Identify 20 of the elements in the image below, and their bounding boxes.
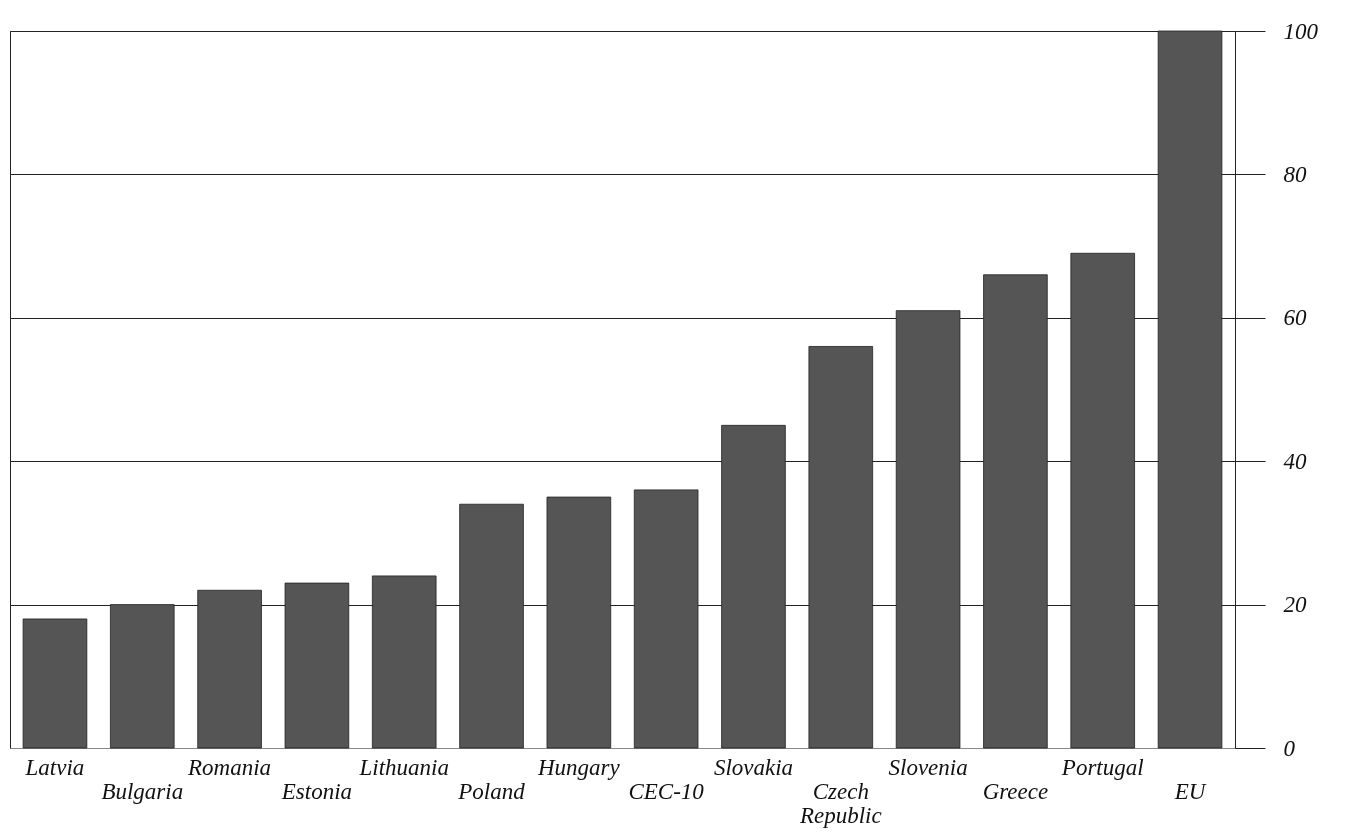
x-tick-label: Hungary xyxy=(536,754,621,780)
y-tick-label: 80 xyxy=(1283,161,1307,187)
y-tick-label: 40 xyxy=(1283,448,1307,474)
x-tick-label: Lithuania xyxy=(358,754,449,780)
x-tick-label: CEC-10 xyxy=(628,778,705,804)
y-tick-label: 100 xyxy=(1283,18,1319,44)
x-tick-label: Latvia xyxy=(24,754,85,780)
x-tick-label: Bulgaria xyxy=(101,778,184,804)
x-tick-label: EU xyxy=(1173,778,1207,804)
x-tick-label: Slovenia xyxy=(888,754,968,780)
x-tick-label: Romania xyxy=(187,754,272,780)
y-tick-label: 20 xyxy=(1283,592,1307,618)
y-tick-label: 60 xyxy=(1283,305,1307,331)
x-tick-label: Poland xyxy=(457,778,526,804)
y-tick-label: 0 xyxy=(1283,735,1296,761)
x-tick-label: Czech Republic xyxy=(798,778,882,828)
x-tick-label: Portugal xyxy=(1060,754,1144,780)
x-tick-label: Estonia xyxy=(280,778,353,804)
x-tick-label: Greece xyxy=(982,778,1049,804)
x-tick-label: Slovakia xyxy=(713,754,794,780)
